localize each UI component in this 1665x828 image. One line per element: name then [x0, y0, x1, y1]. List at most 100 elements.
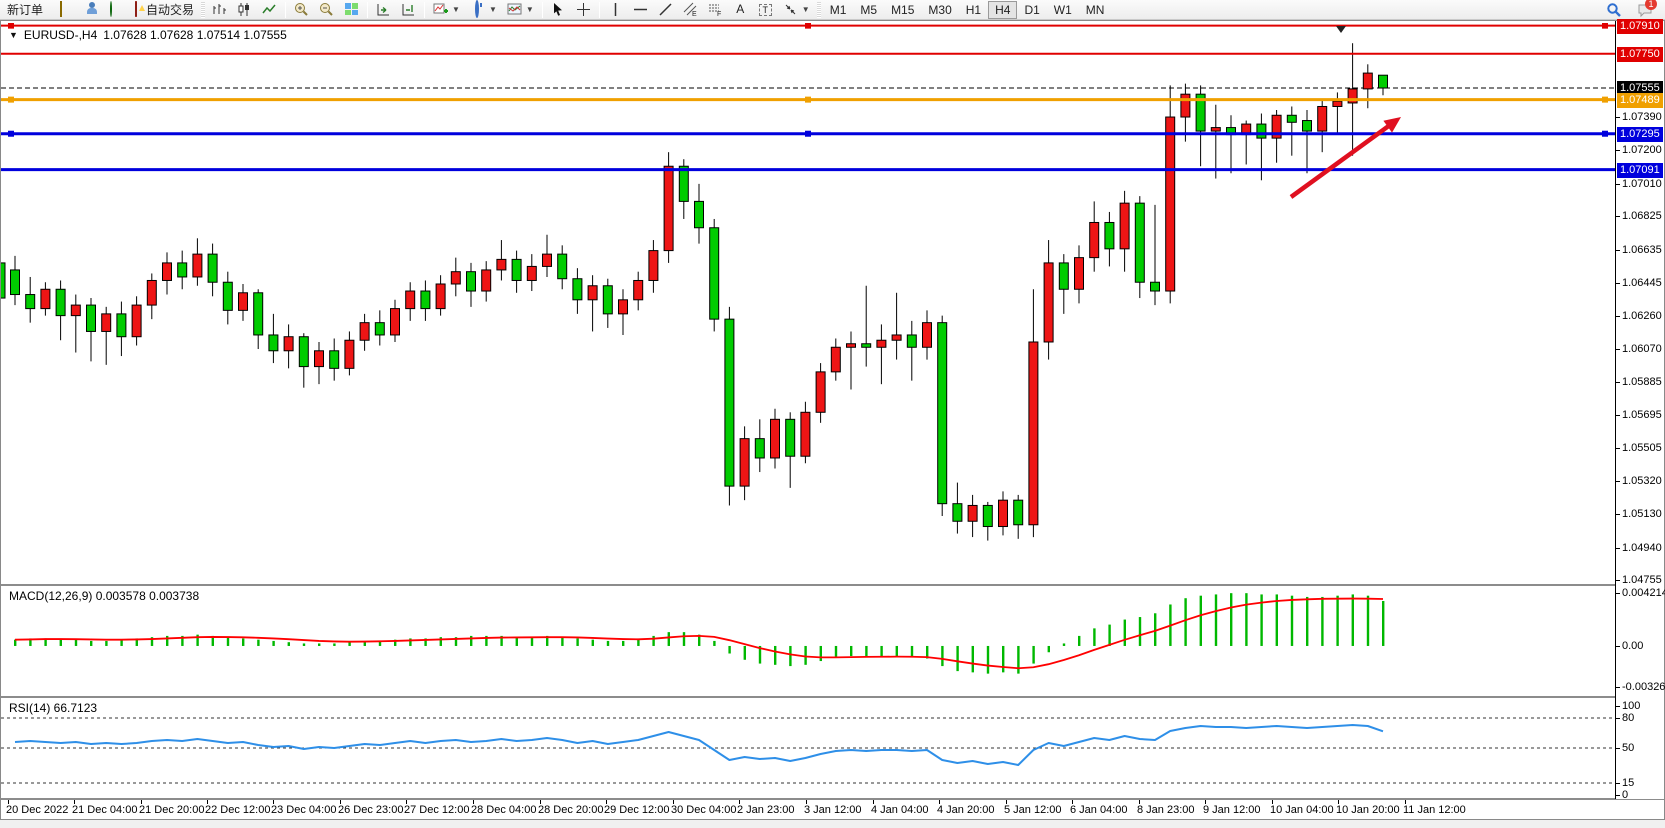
zoom-out-button[interactable] [314, 1, 339, 19]
timeframe-button-M30[interactable]: M30 [921, 1, 958, 19]
main-chart-pane[interactable]: ▼ EURUSD-,H4 1.07628 1.07628 1.07514 1.0… [1, 23, 1615, 584]
rsi-canvas[interactable] [1, 698, 1615, 798]
rsi-pane[interactable]: RSI(14) 66.7123 [1, 698, 1615, 798]
line-handle[interactable] [8, 130, 14, 137]
metaeditor-button[interactable] [98, 1, 123, 19]
new-order-label: 新订单 [7, 3, 44, 17]
price-axis[interactable]: 1.07390 1.07200 1.07010 1.06825 1.06635 1.064… [1615, 19, 1665, 801]
candle-body-up [526, 265, 537, 281]
time-tick-label: 30 Dec 04:00 [671, 804, 737, 816]
search-button[interactable] [1601, 1, 1626, 19]
timeframe-button-MN[interactable]: MN [1079, 1, 1112, 19]
chart-shift-icon [401, 2, 416, 17]
candle-body-down [207, 253, 218, 283]
candle-body-up [131, 304, 142, 338]
line-handle[interactable] [8, 23, 14, 29]
timeframe-button-D1[interactable]: D1 [1017, 1, 1046, 19]
pane-splitter[interactable] [1, 584, 1664, 586]
zoom-out-icon [319, 2, 334, 17]
rsi-scale-label: 0 [1622, 789, 1629, 801]
line-handle[interactable] [8, 96, 14, 103]
line-chart-button[interactable] [257, 1, 282, 19]
main-chart-canvas[interactable] [1, 23, 1615, 584]
tile-windows-button[interactable] [339, 1, 364, 19]
periods-button[interactable]: ▼ [465, 0, 502, 19]
timeframe-button-H4[interactable]: H4 [988, 0, 1018, 19]
candle-body-down [572, 278, 583, 301]
pane-splitter[interactable] [1, 696, 1664, 698]
chart-title: ▼ EURUSD-,H4 1.07628 1.07628 1.07514 1.0… [9, 28, 287, 42]
candle-body-up [1347, 88, 1358, 104]
auto-scroll-button[interactable] [371, 1, 396, 19]
new-order-button[interactable]: 新订单 [2, 1, 48, 19]
market-watch-button[interactable] [48, 1, 73, 19]
zoom-in-button[interactable] [289, 1, 314, 19]
level-price-tag: 1.07489 [1617, 93, 1663, 108]
rsi-scale-label: 100 [1622, 700, 1641, 712]
channel-button[interactable]: E [678, 1, 703, 19]
timeframe-button-W1[interactable]: W1 [1047, 1, 1079, 19]
toolbar-separator [598, 1, 600, 18]
macd-canvas[interactable] [1, 586, 1615, 696]
trend-arrow[interactable] [1289, 119, 1396, 199]
equidistant-channel-icon: E [683, 2, 698, 17]
timeframe-button-H1[interactable]: H1 [959, 1, 988, 19]
candle-body-up [405, 290, 416, 310]
arrows-button[interactable]: ▼ [778, 1, 815, 19]
candlestick-chart-button[interactable] [232, 1, 257, 19]
candle-body-up [1362, 72, 1373, 90]
text-button[interactable]: A [728, 1, 753, 19]
autotrading-button[interactable]: 自动交易 [123, 1, 199, 19]
horizontal-line-button[interactable] [628, 1, 653, 19]
autotrading-label: 自动交易 [146, 3, 195, 17]
cursor-icon [551, 2, 566, 17]
rsi-scale-label: 50 [1622, 742, 1635, 754]
terminal-button[interactable] [73, 1, 98, 19]
text-label-button[interactable]: T [753, 1, 778, 19]
timeframe-button-M15[interactable]: M15 [884, 1, 921, 19]
fibonacci-icon: F [708, 2, 723, 17]
trendline-button[interactable] [653, 1, 678, 19]
time-tick-label: 21 Dec 04:00 [72, 804, 138, 816]
candle-body-down [602, 285, 613, 315]
line-handle[interactable] [1602, 23, 1608, 29]
collapse-triangle-icon[interactable]: ▼ [9, 30, 18, 40]
crosshair-icon [576, 2, 591, 17]
time-tick-label: 5 Jan 12:00 [1004, 804, 1062, 816]
fibonacci-button[interactable]: F [703, 1, 728, 19]
tile-windows-icon [345, 3, 359, 15]
time-axis[interactable]: 20 Dec 2022 21 Dec 04:00 21 Dec 20:00 22 De… [1, 800, 1664, 819]
candle-body-up [344, 339, 355, 369]
line-handle[interactable] [1602, 96, 1608, 103]
indicators-button[interactable]: ▼ [428, 1, 465, 19]
timeframe-button-M5[interactable]: M5 [853, 1, 884, 19]
candle-body-up [998, 499, 1008, 528]
templates-button[interactable]: ▼ [502, 1, 539, 19]
time-tick-label: 4 Jan 04:00 [871, 804, 929, 816]
svg-text:F: F [717, 11, 721, 17]
chart-shift-button[interactable] [396, 1, 421, 19]
macd-pane[interactable]: MACD(12,26,9) 0.003578 0.003738 [1, 586, 1615, 696]
line-handle[interactable] [805, 96, 811, 103]
crosshair-button[interactable] [571, 1, 596, 19]
candle-body-down [10, 269, 20, 296]
bar-chart-button[interactable] [207, 1, 232, 19]
candle-body-up [70, 304, 81, 317]
candle-body-down [25, 294, 36, 310]
price-tick-label: 1.05695 [1622, 409, 1662, 421]
vertical-line-button[interactable] [603, 1, 628, 19]
candle-body-up [542, 253, 552, 267]
cursor-button[interactable] [546, 1, 571, 19]
timeframe-button-M1[interactable]: M1 [823, 1, 854, 19]
candle-body-down [1058, 262, 1069, 290]
arrow-objects-icon [783, 2, 798, 17]
auto-scroll-icon [376, 2, 391, 17]
line-handle[interactable] [805, 23, 811, 29]
line-handle[interactable] [1602, 130, 1608, 137]
candle-body-up [1043, 262, 1054, 343]
candle-body-down [678, 165, 689, 202]
level-price-tag: 1.07910 [1617, 19, 1663, 34]
notifications-button[interactable]: 1 [1632, 0, 1657, 19]
rsi-line [14, 724, 1384, 766]
line-handle[interactable] [805, 130, 811, 137]
